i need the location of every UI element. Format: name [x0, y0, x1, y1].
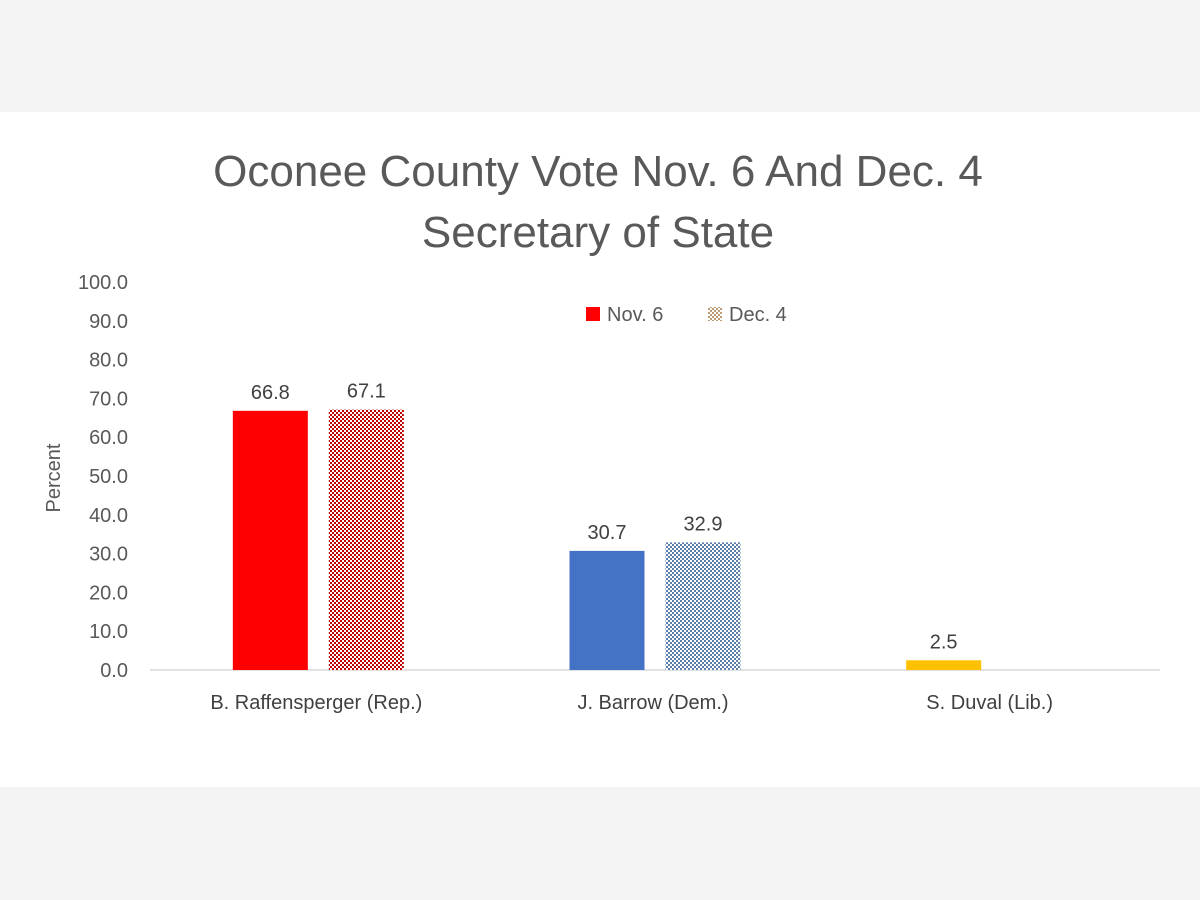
chart-legend: Nov. 6 Dec. 4 [586, 304, 787, 326]
y-axis-ticks: 0.0 10.0 20.0 30.0 40.0 50.0 60.0 70.0 80.0 90.0 1… [78, 272, 128, 682]
data-label: 2.5 [930, 631, 958, 653]
y-tick-label: 70.0 [89, 388, 128, 410]
chart-title-line-1: Oconee County Vote Nov. 6 And Dec. 4 [213, 147, 983, 196]
legend-label: Dec. 4 [729, 304, 787, 326]
category-labels-group: B. Raffensperger (Rep.) J. Barrow (Dem.) S… [210, 692, 1053, 714]
data-label: 67.1 [347, 381, 386, 403]
category-label: B. Raffensperger (Rep.) [210, 692, 422, 714]
y-tick-label: 80.0 [89, 350, 128, 372]
y-tick-label: 10.0 [89, 621, 128, 643]
bar-dec-4-1 [665, 542, 741, 670]
chart-title-line-2: Secretary of State [422, 208, 774, 257]
legend-swatch [586, 307, 600, 321]
legend-label: Nov. 6 [607, 304, 663, 326]
chart-panel [0, 112, 1200, 787]
data-labels-group: 66.8 67.1 30.7 32.9 2.5 [251, 381, 958, 654]
bar-nov-6-0 [232, 410, 308, 670]
bar-nov-6-1 [569, 550, 645, 670]
y-axis-title: Percent [43, 443, 65, 512]
y-tick-label: 40.0 [89, 505, 128, 527]
data-label: 32.9 [684, 513, 723, 535]
y-tick-label: 90.0 [89, 311, 128, 333]
y-tick-label: 60.0 [89, 427, 128, 449]
y-tick-label: 30.0 [89, 544, 128, 566]
category-label: J. Barrow (Dem.) [577, 692, 728, 714]
bar-nov-6-2 [906, 660, 982, 670]
data-label: 30.7 [588, 522, 627, 544]
y-tick-label: 50.0 [89, 466, 128, 488]
category-label: S. Duval (Lib.) [926, 692, 1053, 714]
bars-group [232, 409, 982, 670]
data-label: 66.8 [251, 382, 290, 404]
y-tick-label: 100.0 [78, 272, 128, 294]
legend-swatch [708, 307, 722, 321]
y-tick-label: 0.0 [100, 660, 128, 682]
bar-dec-4-0 [328, 409, 404, 670]
y-tick-label: 20.0 [89, 582, 128, 604]
